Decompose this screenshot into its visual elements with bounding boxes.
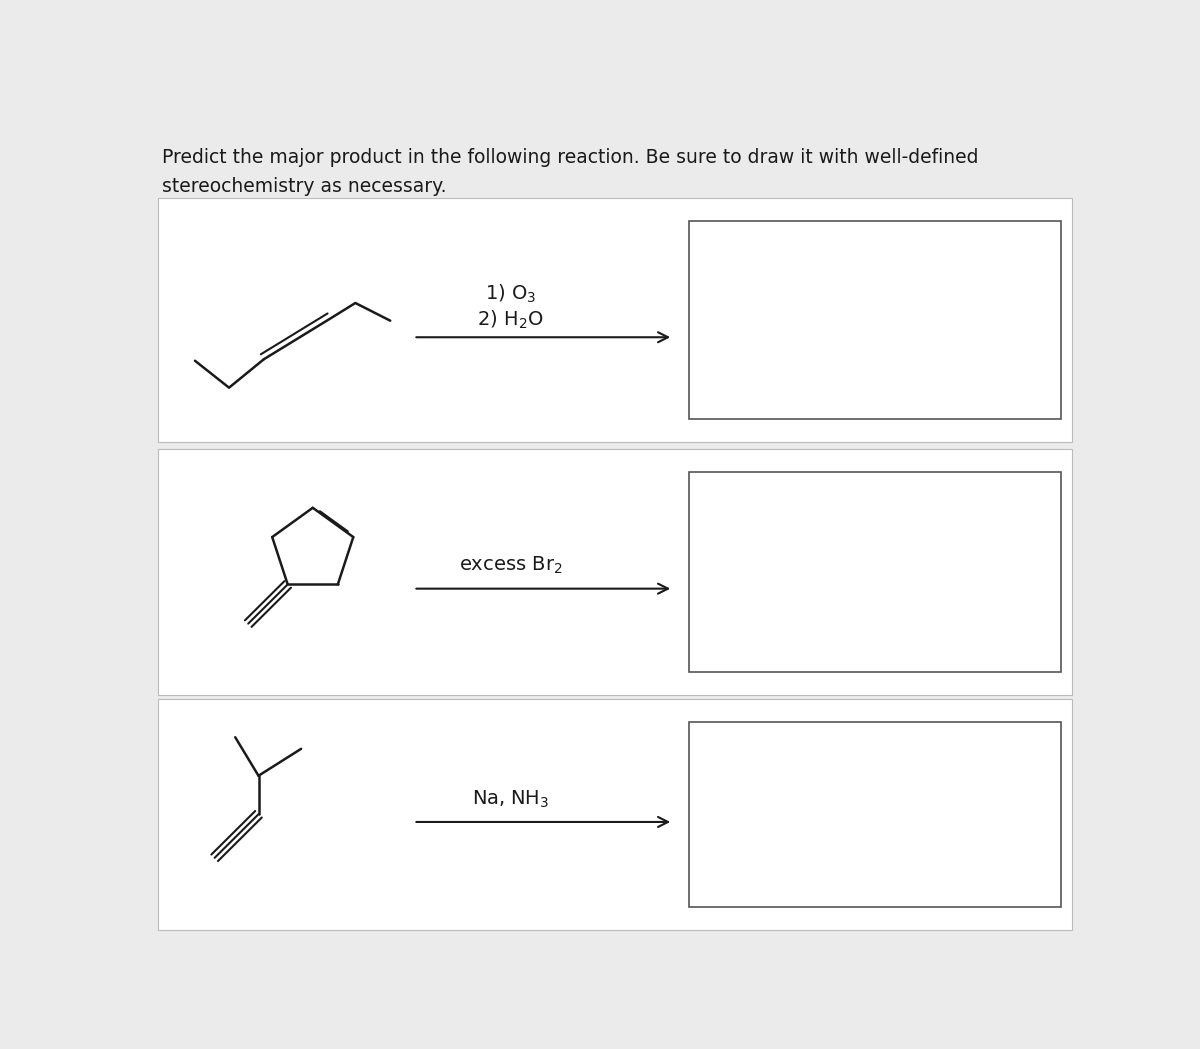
Text: 1) O$_3$: 1) O$_3$: [485, 282, 536, 304]
Text: Predict the major product in the following reaction. Be sure to draw it with wel: Predict the major product in the followi…: [162, 148, 978, 167]
Bar: [157, 449, 1073, 694]
Text: excess Br$_2$: excess Br$_2$: [458, 555, 562, 576]
Bar: [689, 472, 1061, 671]
Bar: [689, 221, 1061, 420]
Text: Na, NH$_3$: Na, NH$_3$: [472, 788, 548, 810]
Bar: [689, 722, 1061, 906]
Bar: [157, 699, 1073, 929]
Bar: [157, 198, 1073, 443]
Text: stereochemistry as necessary.: stereochemistry as necessary.: [162, 177, 446, 196]
Text: 2) H$_2$O: 2) H$_2$O: [478, 309, 544, 331]
